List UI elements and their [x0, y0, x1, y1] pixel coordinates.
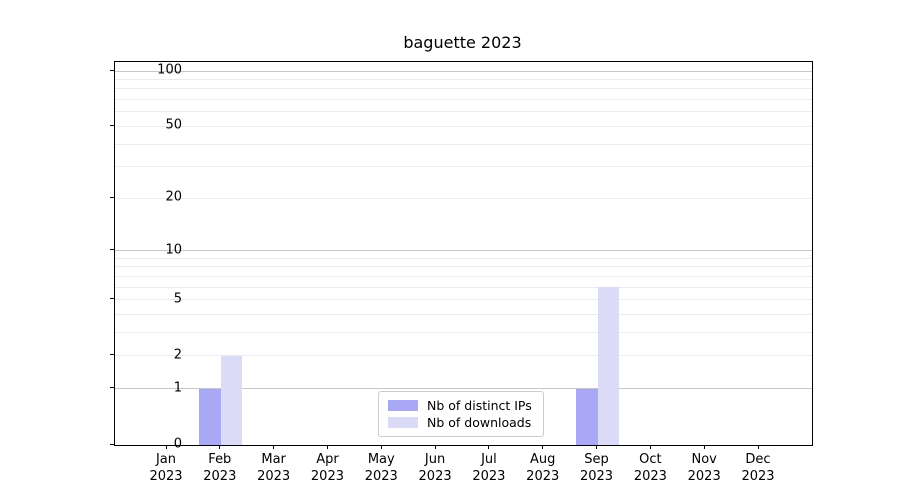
y-tick-label: 2 [173, 347, 182, 363]
x-tick-label: Aug 2023 [526, 452, 559, 485]
x-tick-month: Oct [639, 452, 662, 467]
gridline [115, 197, 812, 199]
x-tick-label: Jan 2023 [149, 452, 182, 485]
x-tick-year: 2023 [472, 468, 506, 484]
y-tick-mark [110, 124, 114, 126]
x-tick-mark [219, 445, 221, 449]
x-tick-month: Feb [208, 452, 232, 467]
y-tick-mark [110, 298, 114, 300]
x-tick-mark [273, 445, 275, 449]
y-tick-mark [110, 249, 114, 251]
y-tick-label: 20 [165, 189, 182, 205]
y-tick-label: 10 [165, 242, 182, 258]
y-tick-label: 100 [157, 62, 182, 78]
legend-label: Nb of distinct IPs [427, 398, 532, 413]
gridline [115, 276, 812, 278]
x-tick-label: May 2023 [365, 452, 398, 485]
legend: Nb of distinct IPs Nb of downloads [378, 391, 544, 437]
x-tick-month: Jun [424, 452, 446, 467]
gridline [115, 125, 812, 127]
x-tick-mark [326, 445, 328, 449]
gridline [115, 332, 812, 334]
gridline [115, 166, 812, 168]
x-tick-mark [165, 445, 167, 449]
y-tick-mark [110, 443, 114, 445]
bar-feb-distinct-ips [199, 388, 221, 445]
y-tick-label: 0 [173, 436, 182, 452]
x-tick-label: Jul 2023 [472, 452, 505, 485]
gridline [115, 99, 812, 101]
x-tick-month: Aug [530, 452, 556, 467]
legend-swatch [388, 417, 418, 428]
gridline [115, 111, 812, 113]
bar-feb-downloads [220, 355, 243, 445]
legend-swatch [388, 400, 418, 411]
x-tick-month: Mar [261, 452, 286, 467]
bar-sep-downloads [597, 287, 620, 445]
x-tick-label: Jun 2023 [419, 452, 452, 485]
x-tick-mark [596, 445, 598, 449]
legend-item: Nb of downloads [388, 414, 543, 431]
x-tick-year: 2023 [633, 468, 667, 484]
gridline [115, 250, 812, 252]
x-tick-label: Oct 2023 [634, 452, 667, 485]
x-tick-month: Nov [691, 452, 717, 467]
x-tick-year: 2023 [257, 468, 291, 484]
x-tick-year: 2023 [526, 468, 560, 484]
legend-label: Nb of downloads [427, 415, 532, 430]
gridline [115, 143, 812, 145]
gridline [115, 314, 812, 316]
x-tick-mark [703, 445, 705, 449]
gridline [115, 286, 812, 288]
gridline [115, 257, 812, 259]
x-tick-month: Apr [316, 452, 339, 467]
x-tick-year: 2023 [149, 468, 183, 484]
plot-area [114, 61, 813, 446]
x-tick-label: Nov 2023 [688, 452, 721, 485]
gridline [115, 88, 812, 90]
x-tick-mark [542, 445, 544, 449]
x-tick-mark [380, 445, 382, 449]
bar-sep-distinct-ips [576, 388, 598, 445]
y-tick-mark [110, 196, 114, 198]
y-tick-mark [110, 69, 114, 71]
gridline [115, 355, 812, 357]
x-tick-label: Mar 2023 [257, 452, 290, 485]
x-tick-label: Dec 2023 [741, 452, 774, 485]
x-tick-mark [757, 445, 759, 449]
gridline [115, 388, 812, 390]
y-tick-mark [110, 387, 114, 389]
x-tick-year: 2023 [203, 468, 237, 484]
x-tick-year: 2023 [364, 468, 398, 484]
x-tick-month: May [367, 452, 395, 467]
x-tick-month: Dec [745, 452, 771, 467]
y-tick-label: 5 [173, 291, 182, 307]
y-tick-label: 50 [165, 117, 182, 133]
gridline [115, 79, 812, 81]
x-tick-year: 2023 [687, 468, 721, 484]
x-tick-year: 2023 [310, 468, 344, 484]
gridline [115, 266, 812, 268]
gridline [115, 299, 812, 301]
x-tick-month: Jul [481, 452, 497, 467]
gridline [115, 70, 812, 72]
x-tick-mark [434, 445, 436, 449]
y-tick-label: 1 [173, 380, 182, 396]
x-tick-mark [649, 445, 651, 449]
x-tick-year: 2023 [741, 468, 775, 484]
x-tick-label: Sep 2023 [580, 452, 613, 485]
x-tick-year: 2023 [579, 468, 614, 484]
x-tick-label: Apr 2023 [311, 452, 344, 485]
x-tick-month: Sep [584, 452, 609, 467]
x-tick-mark [488, 445, 490, 449]
y-tick-mark [110, 354, 114, 356]
x-tick-label: Feb 2023 [203, 452, 236, 485]
chart-title: baguette 2023 [403, 33, 522, 52]
legend-item: Nb of distinct IPs [388, 397, 543, 414]
x-tick-month: Jan [155, 452, 177, 467]
x-tick-year: 2023 [418, 468, 452, 484]
